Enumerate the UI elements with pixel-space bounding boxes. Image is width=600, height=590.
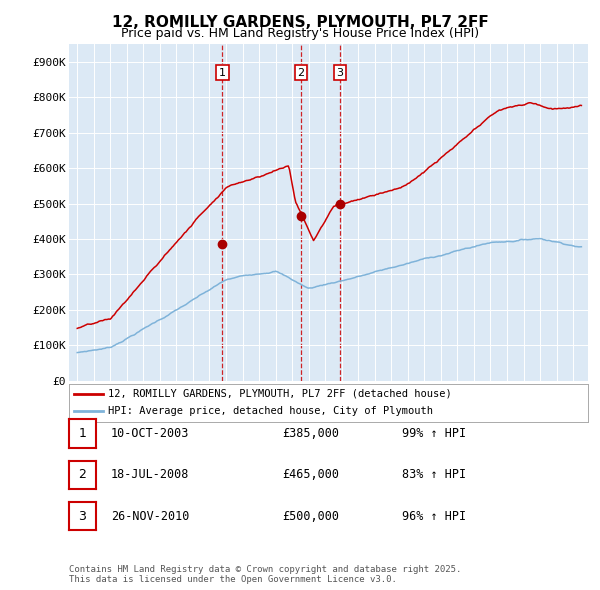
Text: 12, ROMILLY GARDENS, PLYMOUTH, PL7 2FF: 12, ROMILLY GARDENS, PLYMOUTH, PL7 2FF [112,15,488,30]
Text: 96% ↑ HPI: 96% ↑ HPI [402,510,466,523]
Text: 18-JUL-2008: 18-JUL-2008 [111,468,190,481]
Text: 2: 2 [79,468,86,481]
Text: HPI: Average price, detached house, City of Plymouth: HPI: Average price, detached house, City… [108,407,433,417]
Text: 1: 1 [219,68,226,77]
Text: 1: 1 [79,427,86,440]
Text: 12, ROMILLY GARDENS, PLYMOUTH, PL7 2FF (detached house): 12, ROMILLY GARDENS, PLYMOUTH, PL7 2FF (… [108,389,452,399]
Text: 3: 3 [337,68,344,77]
Text: £500,000: £500,000 [282,510,339,523]
Text: 10-OCT-2003: 10-OCT-2003 [111,427,190,440]
Text: 3: 3 [79,510,86,523]
Text: £385,000: £385,000 [282,427,339,440]
Text: Price paid vs. HM Land Registry's House Price Index (HPI): Price paid vs. HM Land Registry's House … [121,27,479,40]
Text: 26-NOV-2010: 26-NOV-2010 [111,510,190,523]
Text: 2: 2 [298,68,305,77]
Text: Contains HM Land Registry data © Crown copyright and database right 2025.
This d: Contains HM Land Registry data © Crown c… [69,565,461,584]
Text: £465,000: £465,000 [282,468,339,481]
Text: 83% ↑ HPI: 83% ↑ HPI [402,468,466,481]
Text: 99% ↑ HPI: 99% ↑ HPI [402,427,466,440]
